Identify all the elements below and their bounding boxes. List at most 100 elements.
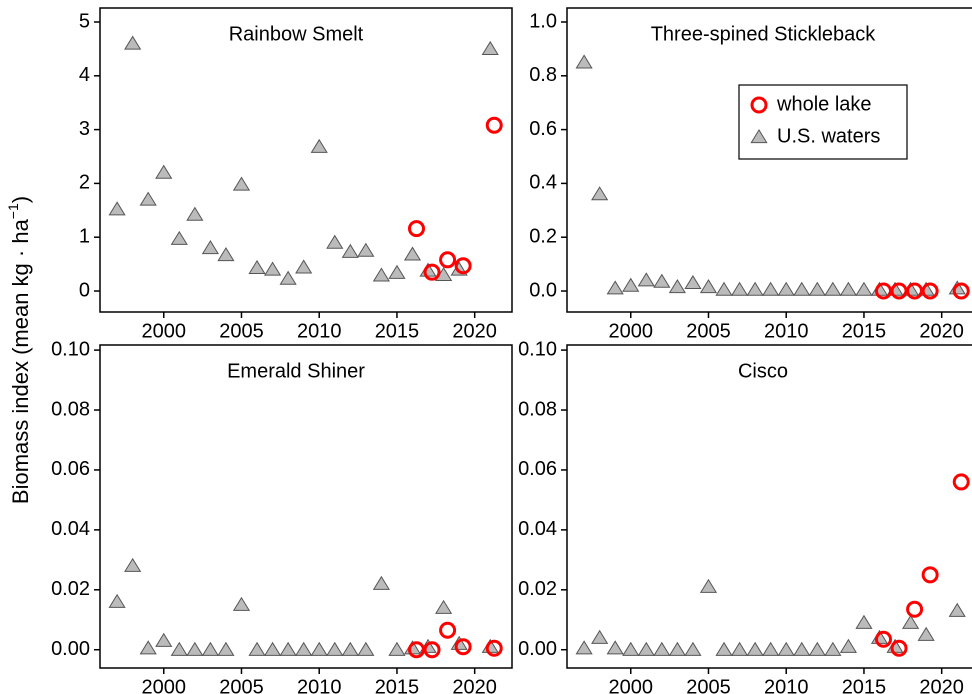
plot-frame: [566, 344, 972, 669]
us-waters-point: [248, 259, 266, 274]
us-waters-point: [606, 280, 624, 295]
y-tick-label: 2: [79, 172, 90, 194]
us-waters-point: [279, 270, 297, 285]
y-tick-label: 0.00: [518, 638, 557, 660]
us-waters-point: [388, 641, 406, 656]
x-tick-label: 2005: [686, 676, 731, 694]
us-waters-point: [186, 641, 204, 656]
x-tick-label: 2000: [141, 320, 186, 342]
y-tick-label: 5: [79, 10, 90, 32]
us-waters-point: [793, 641, 811, 656]
us-waters-point: [715, 281, 733, 296]
us-waters-point: [777, 281, 795, 296]
whole-lake-point: [906, 600, 924, 618]
us-waters-point: [575, 54, 593, 69]
x-tick-label: 2005: [219, 676, 264, 694]
legend-label: whole lake: [776, 93, 872, 115]
us-waters-point: [591, 629, 609, 644]
y-tick-label: 0.0: [529, 279, 557, 301]
us-waters-point: [746, 641, 764, 656]
x-tick-label: 2020: [919, 676, 964, 694]
y-tick-label: 0.08: [51, 398, 90, 420]
y-tick-label: 0.08: [518, 398, 557, 420]
us-waters-point: [124, 35, 142, 50]
us-waters-point: [357, 641, 375, 656]
whole-lake-point: [423, 641, 441, 659]
whole-lake-point: [874, 630, 892, 648]
y-tick-label: 0.04: [518, 518, 557, 540]
us-waters-point: [263, 261, 282, 276]
us-waters-point: [248, 641, 266, 656]
us-waters-point: [762, 281, 780, 296]
us-waters-point: [839, 281, 857, 296]
y-tick-label: 0.2: [529, 225, 557, 247]
us-waters-point: [730, 281, 749, 296]
us-waters-point: [279, 641, 297, 656]
x-tick-label: 2010: [764, 676, 809, 694]
y-tick-label: 0.4: [529, 172, 557, 194]
y-tick-label: 4: [79, 64, 90, 86]
us-waters-point: [653, 641, 671, 656]
y-tick-label: 0.6: [529, 118, 557, 140]
us-waters-point: [108, 593, 126, 608]
panel-title: Three-spined Stickleback: [651, 23, 877, 45]
us-waters-point: [808, 281, 826, 296]
us-waters-point: [481, 40, 499, 55]
us-waters-point: [435, 599, 453, 614]
whole-lake-point: [423, 263, 441, 281]
us-waters-point: [824, 641, 842, 656]
x-tick-label: 2010: [297, 676, 342, 694]
plot-frame: [566, 7, 972, 313]
us-waters-point: [730, 641, 749, 656]
x-tick-label: 2005: [686, 320, 731, 342]
panel-title: Cisco: [738, 360, 788, 382]
us-waters-point: [341, 243, 359, 258]
us-waters-point: [699, 279, 718, 294]
us-waters-point: [948, 602, 966, 617]
us-waters-point: [217, 247, 235, 262]
whole-lake-point: [874, 282, 892, 300]
y-tick-label: 0.06: [518, 458, 557, 480]
us-waters-point: [357, 242, 375, 257]
us-waters-point: [310, 641, 328, 656]
x-tick-label: 2000: [608, 676, 653, 694]
us-waters-point: [295, 259, 313, 274]
us-waters-point: [139, 640, 157, 655]
us-waters-point: [793, 281, 811, 296]
y-tick-label: 0.8: [529, 64, 557, 86]
whole-lake-point: [952, 282, 970, 300]
y-label-main: Biomass index (mean kg · ha: [8, 218, 33, 504]
whole-lake-point: [485, 639, 503, 657]
us-waters-point: [155, 632, 173, 647]
legend-box: [738, 84, 908, 160]
x-tick-label: 2015: [375, 676, 420, 694]
y-tick-label: 1.0: [529, 10, 557, 32]
us-waters-point: [372, 575, 390, 590]
us-waters-point: [762, 641, 780, 656]
whole-lake-point: [454, 257, 472, 275]
us-waters-point: [668, 641, 686, 656]
x-tick-label: 2000: [141, 676, 186, 694]
whole-lake-point: [921, 282, 939, 300]
plot-frame: [99, 7, 513, 313]
us-waters-point: [326, 234, 344, 249]
us-waters-point: [808, 641, 826, 656]
whole-lake-point: [454, 638, 472, 656]
y-tick-label: 1: [79, 225, 90, 247]
us-waters-point: [715, 641, 733, 656]
x-tick-label: 2020: [919, 320, 964, 342]
y-tick-label: 0.10: [51, 338, 90, 360]
us-waters-point: [217, 641, 235, 656]
us-waters-point: [699, 578, 718, 593]
y-tick-label: 0.06: [51, 458, 90, 480]
y-tick-label: 0.00: [51, 638, 90, 660]
us-waters-point: [232, 176, 251, 191]
us-waters-point: [606, 640, 624, 655]
us-waters-point: [777, 641, 795, 656]
us-waters-point: [341, 641, 359, 656]
x-tick-label: 2020: [452, 676, 497, 694]
whole-lake-point: [439, 251, 457, 269]
us-waters-point: [170, 641, 188, 656]
us-waters-point: [684, 641, 702, 656]
